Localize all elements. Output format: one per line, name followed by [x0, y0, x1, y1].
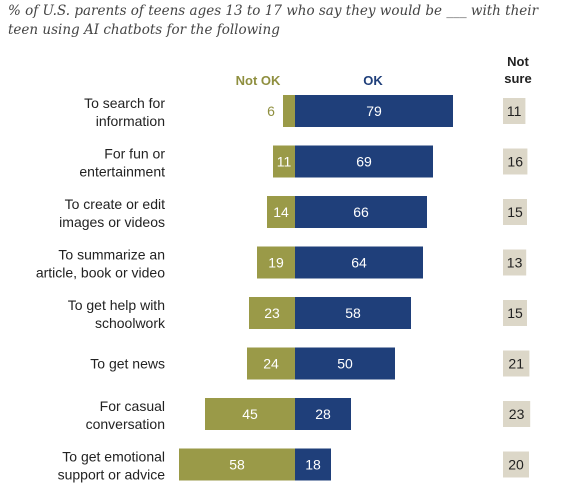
- category-label: support or advice: [58, 467, 166, 483]
- value-label-not-sure: 13: [507, 255, 523, 271]
- category-label: To search for: [84, 95, 165, 111]
- not-sure-box: [503, 199, 527, 225]
- bar-not-ok: [179, 448, 295, 481]
- bar-not-ok: [257, 246, 295, 279]
- value-label-ok: 79: [366, 103, 382, 119]
- header-not-sure-line1: Not: [507, 54, 529, 69]
- value-label-not-ok: 6: [267, 103, 275, 119]
- not-sure-box: [503, 148, 528, 175]
- value-label-ok: 18: [305, 457, 321, 473]
- bar-ok: [295, 145, 433, 178]
- value-label-ok: 28: [315, 406, 331, 422]
- category-label: To get news: [90, 356, 165, 372]
- not-sure-box: [503, 451, 529, 478]
- value-label-not-ok: 19: [268, 255, 284, 271]
- category-label: entertainment: [79, 164, 165, 180]
- category-label: To get emotional: [62, 449, 165, 465]
- bar-not-ok: [249, 297, 295, 329]
- bar-ok: [295, 297, 411, 329]
- bar-not-ok: [273, 145, 295, 178]
- value-label-not-sure: 11: [507, 103, 522, 119]
- not-sure-box: [503, 350, 530, 377]
- bar-ok: [295, 196, 427, 228]
- value-label-not-sure: 20: [508, 457, 524, 473]
- category-label: article, book or video: [36, 265, 165, 281]
- category-label: images or videos: [59, 214, 165, 230]
- value-label-not-ok: 45: [242, 406, 258, 422]
- value-label-not-sure: 16: [507, 154, 523, 170]
- value-label-not-ok: 24: [263, 356, 279, 372]
- value-label-not-ok: 58: [229, 457, 245, 473]
- bar-ok: [295, 347, 395, 380]
- bar-ok: [295, 95, 453, 127]
- bar-ok: [295, 448, 331, 481]
- not-sure-box: [503, 249, 527, 276]
- category-label: To create or edit: [65, 196, 165, 212]
- value-label-ok: 58: [345, 305, 361, 321]
- bar-ok: [295, 398, 351, 430]
- bar-ok: [295, 246, 423, 279]
- category-label: conversation: [86, 416, 165, 432]
- bar-not-ok: [247, 347, 295, 380]
- category-label: For fun or: [104, 146, 165, 162]
- bar-not-ok: [267, 196, 295, 228]
- value-label-ok: 64: [351, 255, 367, 271]
- not-sure-box: [503, 300, 527, 326]
- bar-not-ok: [205, 398, 295, 430]
- value-label-not-ok: 11: [277, 154, 292, 170]
- category-label: For casual: [100, 398, 165, 414]
- value-label-ok: 66: [353, 204, 369, 220]
- header-not-sure-line2: sure: [504, 71, 531, 86]
- value-label-not-sure: 15: [507, 305, 523, 321]
- category-label: information: [96, 113, 165, 129]
- bar-not-ok: [283, 95, 295, 127]
- value-label-not-sure: 15: [507, 204, 523, 220]
- header-ok: OK: [363, 73, 383, 88]
- header-not-ok: Not OK: [236, 73, 281, 88]
- category-label: To summarize an: [58, 247, 165, 263]
- chart-subtitle: % of U.S. parents of teens ages 13 to 17…: [8, 3, 539, 38]
- value-label-ok: 69: [356, 154, 372, 170]
- value-label-not-sure: 23: [509, 406, 525, 422]
- value-label-ok: 50: [337, 356, 353, 372]
- category-label: schoolwork: [95, 315, 166, 331]
- not-sure-box: [503, 98, 526, 124]
- not-sure-box: [503, 401, 531, 427]
- value-label-not-ok: 23: [264, 305, 280, 321]
- category-label: To get help with: [68, 297, 165, 313]
- value-label-not-sure: 21: [508, 356, 524, 372]
- value-label-not-ok: 14: [273, 204, 289, 220]
